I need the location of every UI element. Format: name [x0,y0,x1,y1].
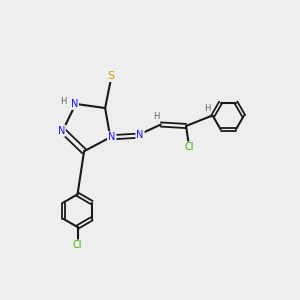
Text: N: N [70,99,78,109]
Text: Cl: Cl [73,241,82,250]
Text: H: H [204,104,211,113]
Text: H: H [153,112,160,121]
Text: N: N [58,126,65,136]
Text: H: H [60,97,66,106]
Text: N: N [136,130,144,140]
Text: Cl: Cl [184,142,194,152]
Text: N: N [108,132,116,142]
Text: S: S [107,71,114,81]
